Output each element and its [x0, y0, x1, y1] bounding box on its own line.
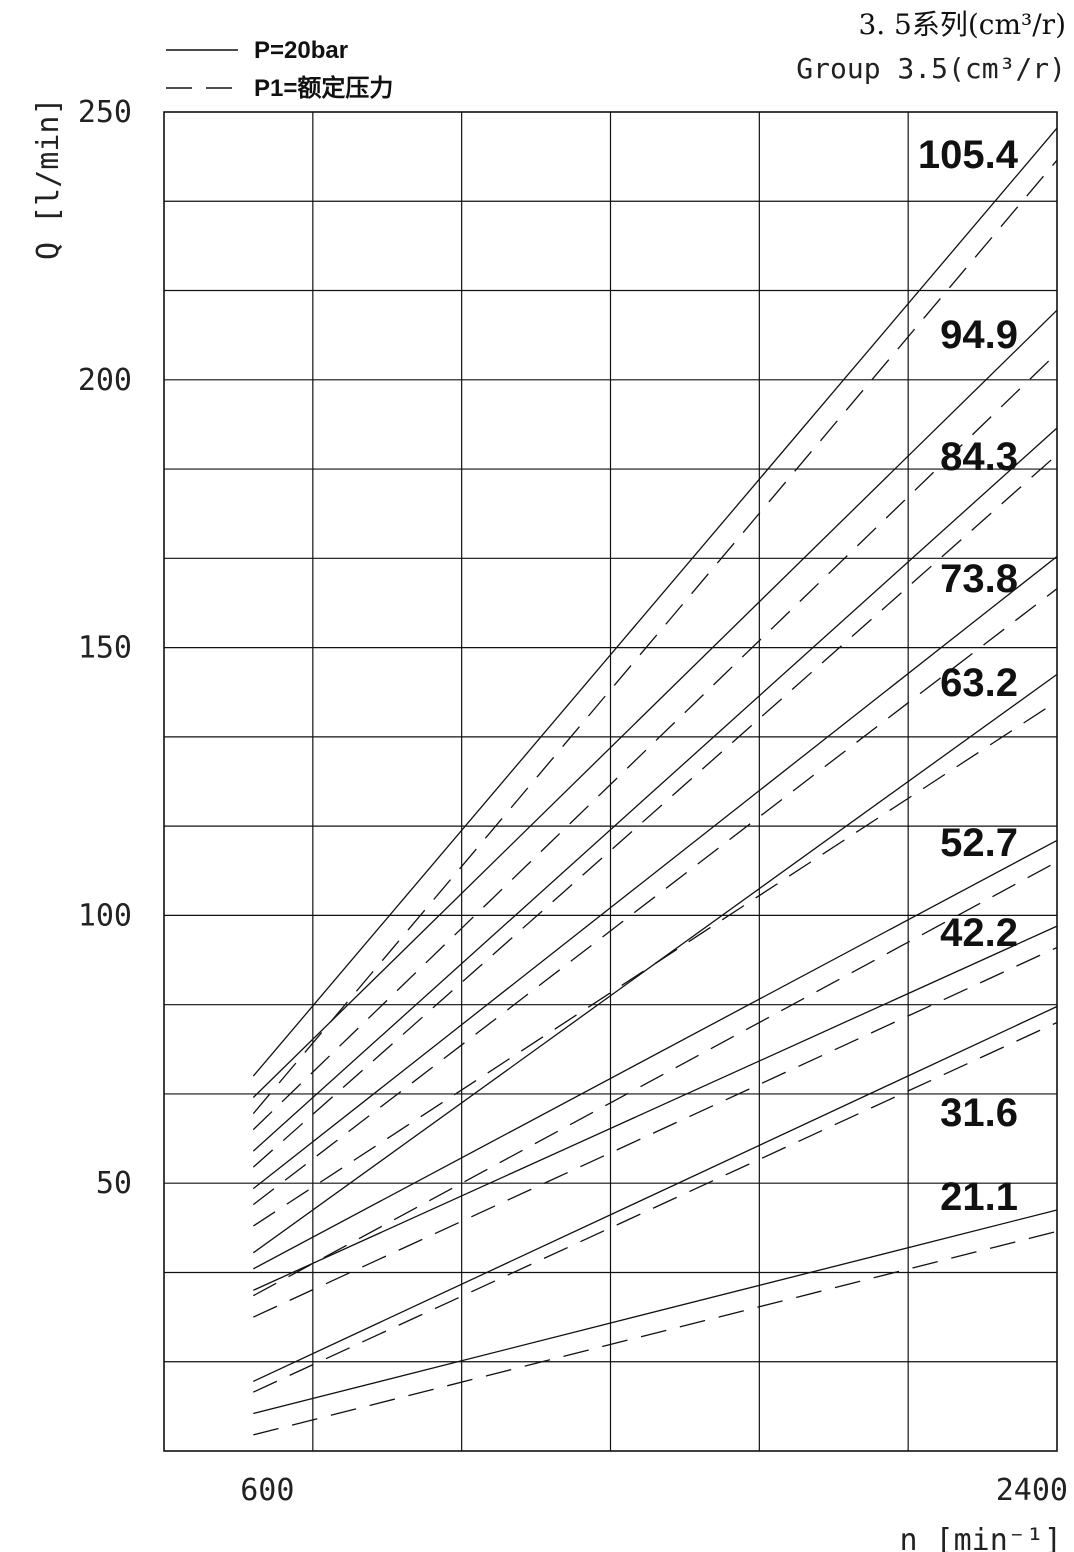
series-line-solid-84.3 [252, 427, 1058, 1152]
series-line-dashed-94.9 [252, 352, 1058, 1131]
series-line-solid-105.4 [252, 127, 1058, 1077]
group-title-en: Group 3.5(cm³/r) [796, 52, 1066, 85]
tick-labels: 50 100 150 200 250 600 2400 [78, 95, 1068, 1508]
series-line-solid-52.7 [252, 839, 1058, 1270]
series-line-dashed-84.3 [252, 454, 1058, 1168]
series-label-73.8: 73.8 [940, 557, 1018, 601]
series-line-dashed-105.4 [252, 159, 1058, 1115]
legend-solid-label: P=20bar [254, 37, 348, 64]
series-label-94.9: 94.9 [940, 313, 1018, 357]
y-tick-label: 200 [78, 363, 132, 398]
series-label-42.2: 42.2 [940, 911, 1018, 955]
series-line-dashed-52.7 [252, 861, 1058, 1297]
x-axis-label: n [min⁻¹] [899, 1523, 1062, 1552]
y-tick-label: 250 [78, 95, 132, 130]
group-title-cn: 3. 5系列(cm³/r) [858, 8, 1066, 41]
series-label-84.3: 84.3 [940, 435, 1018, 479]
series-lines [252, 127, 1058, 1436]
series-line-solid-42.2 [253, 925, 1058, 1291]
series-label-21.1: 21.1 [940, 1175, 1018, 1219]
series-line-dashed-73.8 [252, 588, 1058, 1206]
y-axis-label: Q [l/min] [31, 97, 66, 260]
y-tick-label: 100 [78, 898, 132, 933]
series-line-dashed-21.1 [253, 1230, 1058, 1436]
series-line-dashed-31.6 [253, 1021, 1058, 1393]
series-label-52.7: 52.7 [940, 821, 1018, 865]
series-line-dashed-42.2 [253, 946, 1058, 1318]
series-line-solid-21.1 [253, 1209, 1058, 1415]
series-labels: 105.4 94.9 84.3 73.8 63.2 52.7 42.2 31.6 21.1 [918, 133, 1019, 1219]
legend: P=20bar P1=额定压力 [166, 37, 393, 102]
series-line-solid-63.2 [252, 673, 1058, 1254]
x-tick-label: 600 [240, 1473, 294, 1508]
y-tick-label: 150 [78, 631, 132, 666]
y-tick-label: 50 [96, 1166, 132, 1201]
series-label-105.4: 105.4 [918, 133, 1019, 177]
x-tick-label: 2400 [996, 1473, 1068, 1508]
series-label-63.2: 63.2 [940, 661, 1018, 705]
series-label-31.6: 31.6 [940, 1091, 1018, 1135]
legend-dashed-label: P1=额定压力 [254, 74, 393, 102]
series-line-solid-31.6 [253, 1005, 1058, 1382]
series-line-solid-94.9 [252, 309, 1058, 1098]
grid [163, 111, 1058, 1452]
series-line-solid-73.8 [252, 555, 1058, 1190]
